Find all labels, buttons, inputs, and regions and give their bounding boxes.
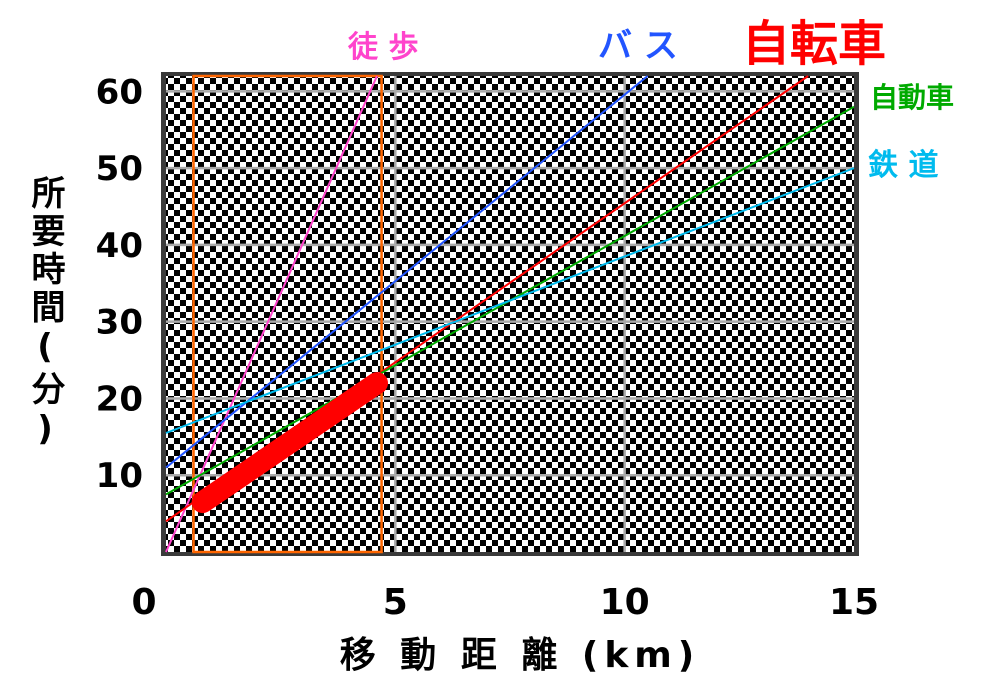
legend-bus: バ ス	[598, 26, 678, 66]
series-lines	[165, 75, 855, 553]
legend-bicycle: 自転車	[742, 16, 887, 72]
x-tick-label: 0	[131, 582, 156, 623]
y-axis-title: 所要時間(分)	[25, 175, 65, 453]
x-axis-title: 移 動 距 離 (km)	[339, 635, 701, 676]
x-tick-label: 5	[383, 582, 408, 623]
highlight-box-rect	[192, 74, 383, 554]
x-tick-label: 10	[600, 582, 650, 623]
legend-train: 鉄 道	[868, 148, 939, 183]
y-tick-label: 20	[96, 379, 143, 419]
y-tick-label: 50	[96, 149, 143, 189]
grid-lines	[166, 76, 854, 552]
highlight-box	[192, 74, 383, 554]
series-line-0	[165, 75, 378, 553]
legend-walk: 徒 歩	[348, 30, 419, 65]
bicycle-thick-segment	[191, 372, 388, 514]
plot-background	[166, 76, 854, 552]
y-tick-label: 10	[96, 456, 143, 496]
y-tick-label: 30	[96, 303, 143, 343]
y-tick-label: 60	[96, 72, 143, 112]
series-line-4	[165, 167, 855, 434]
tick-labels: 10 20 30 40 50 60 0 5 10 15	[96, 72, 879, 623]
x-tick-label: 15	[829, 582, 879, 623]
y-tick-label: 40	[96, 226, 143, 266]
legend-car: 自動車	[870, 81, 955, 114]
